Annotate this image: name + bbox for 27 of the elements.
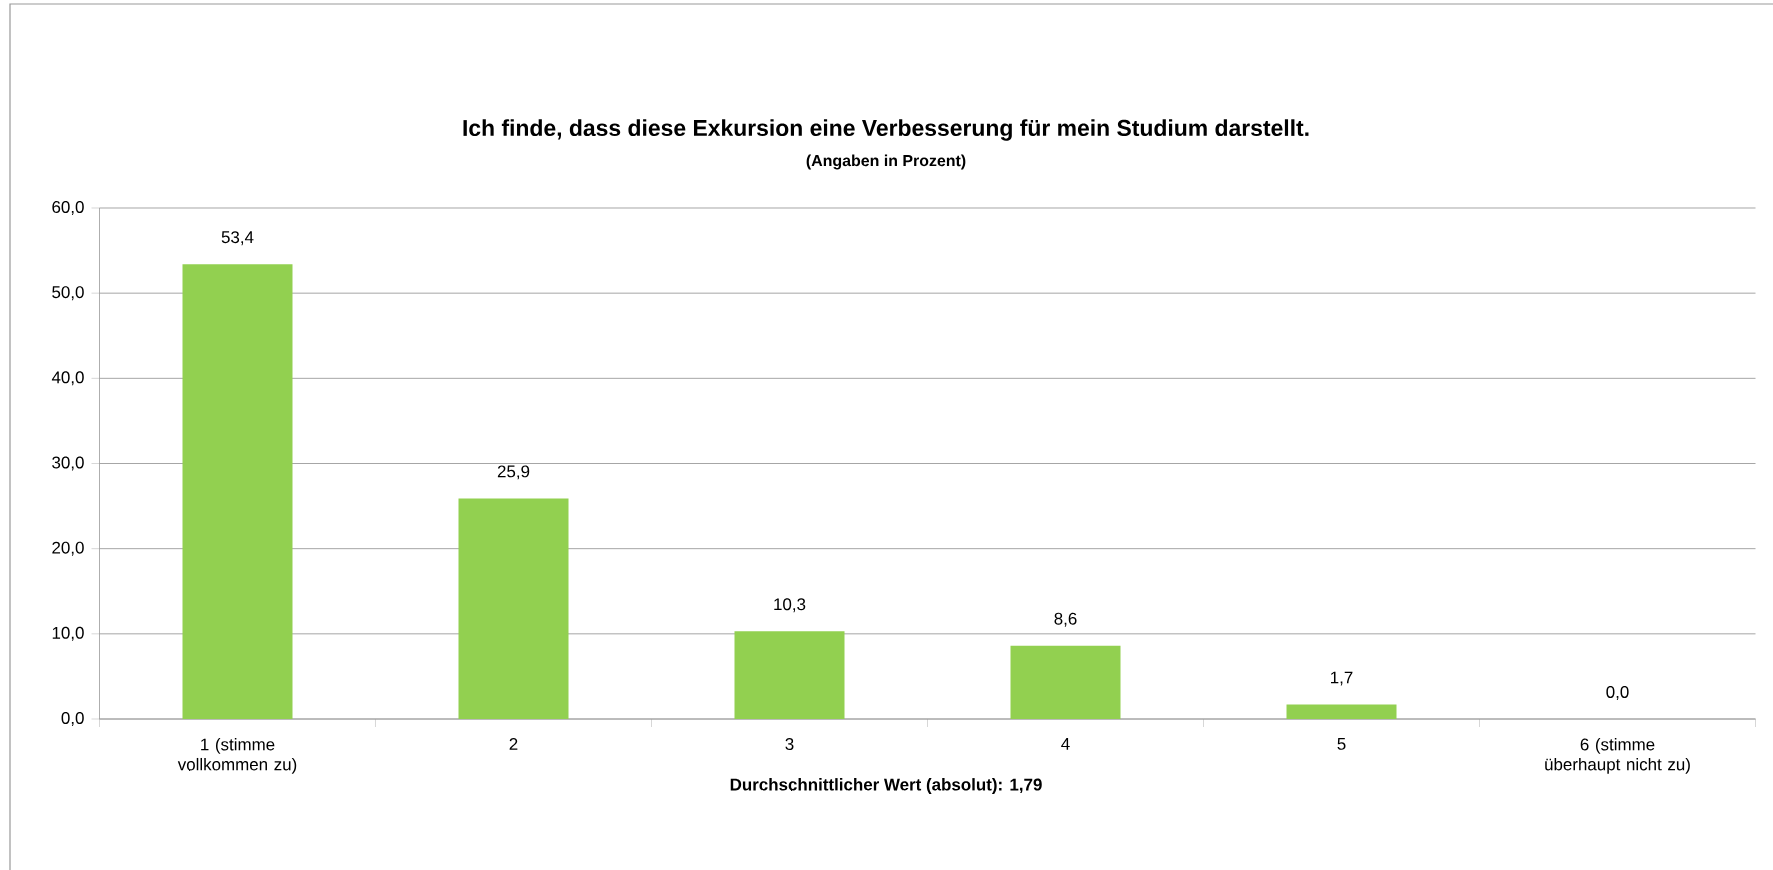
bar <box>182 264 293 719</box>
bar <box>734 631 845 719</box>
x-tick-label: 1 (stimme vollkommen zu) <box>177 738 297 774</box>
y-tick-label: 10,0 <box>52 626 84 641</box>
x-tick-label: 4 <box>1061 738 1070 750</box>
chart-title: Ich finde, dass diese Exkursion eine Verbesserung für mein Studium darstellt. <box>463 119 1309 141</box>
y-tick-label: 30,0 <box>52 456 84 471</box>
data-label: 53,4 <box>221 231 254 246</box>
data-label: 10,3 <box>774 598 806 613</box>
x-tick-label: 6 (stimme überhaupt nicht zu) <box>1545 738 1690 774</box>
y-tick-label: 50,0 <box>52 286 84 301</box>
y-tick-label: 60,0 <box>52 201 84 215</box>
bar <box>1010 645 1121 719</box>
y-tick-label: 20,0 <box>52 541 84 556</box>
bar <box>1286 704 1397 719</box>
y-tick-label: 40,0 <box>51 371 84 386</box>
data-label: 1,7 <box>1331 671 1353 686</box>
y-tick-label: 0,0 <box>61 712 84 726</box>
data-label: 8,6 <box>1054 612 1077 627</box>
x-tick-label: 5 <box>1337 738 1346 750</box>
x-tick-label: 3 <box>785 738 794 751</box>
x-tick-label: 2 <box>509 738 518 750</box>
x-axis-title: Durchschnittlicher Wert (absolut): 1,79 <box>730 778 1042 794</box>
data-label: 0,0 <box>1606 685 1629 700</box>
bar <box>458 498 569 719</box>
chart-subtitle: (Angaben in Prozent) <box>806 154 966 170</box>
data-label: 25,9 <box>497 465 530 480</box>
